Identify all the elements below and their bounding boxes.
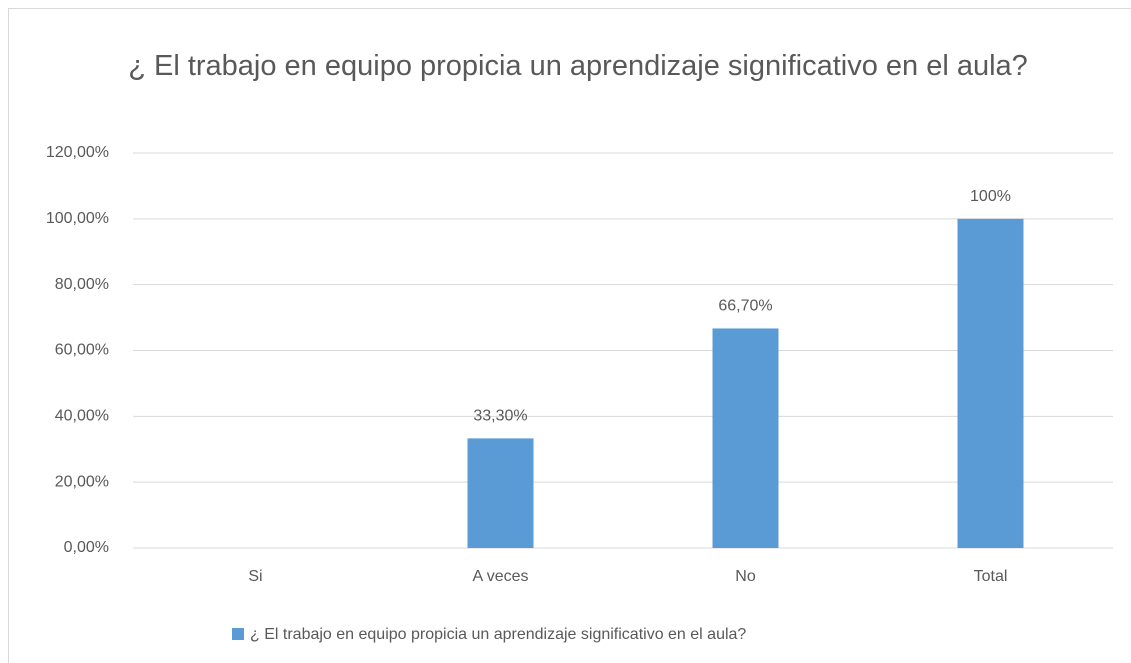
bar (712, 328, 779, 548)
y-tick-label: 40,00% (55, 408, 109, 425)
bar (467, 438, 534, 548)
x-tick-label: A veces (472, 568, 528, 585)
x-tick-label: Total (974, 568, 1008, 585)
bar (957, 218, 1024, 549)
y-tick-label: 60,00% (55, 342, 109, 359)
y-tick-label: 120,00% (46, 144, 109, 161)
y-tick-label: 20,00% (55, 473, 109, 490)
chart-title: ¿ El trabajo en equipo propicia un apren… (128, 50, 1028, 82)
x-tick-label: No (735, 568, 756, 585)
y-tick-label: 100,00% (46, 210, 109, 227)
data-label: 100% (970, 188, 1011, 205)
y-tick-label: 80,00% (55, 276, 109, 293)
legend-swatch (232, 628, 244, 640)
y-tick-label: 0,00% (64, 539, 109, 556)
legend-label: ¿ El trabajo en equipo propicia un apren… (250, 626, 746, 643)
data-label: 66,70% (718, 298, 772, 315)
x-tick-label: Si (248, 568, 262, 585)
data-label: 33,30% (473, 408, 527, 425)
chart-border (8, 8, 1131, 663)
